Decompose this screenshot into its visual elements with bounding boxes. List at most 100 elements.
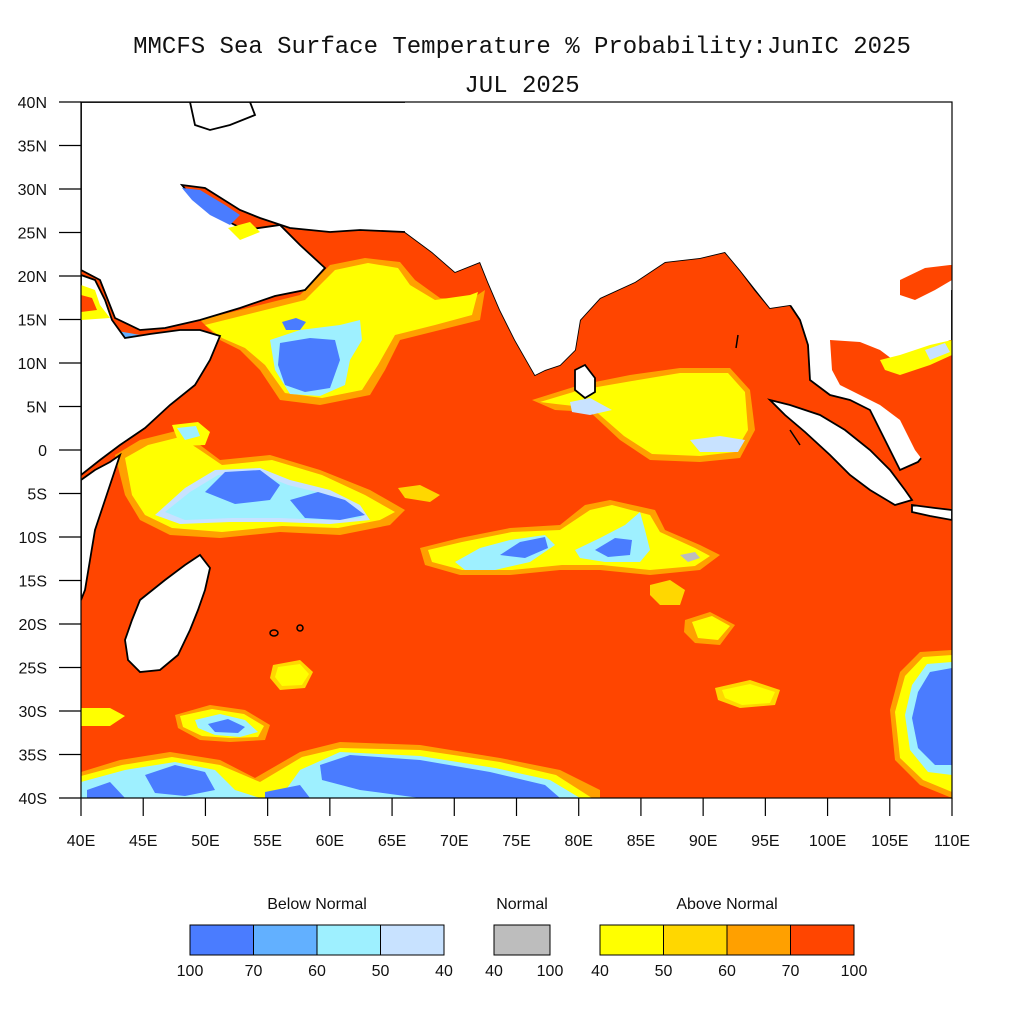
south-blue-band-deep-blue-1 — [145, 765, 215, 796]
latitude-axis: 40N 35N 30N 25N 20N 15N 10N 5N 0 5S 10S 15S 20S 25S 30… — [18, 95, 81, 808]
lon-tick-label: 110E — [934, 833, 970, 850]
south-central-yellow-blob-inner — [722, 684, 775, 705]
lat-tick-label: 15N — [18, 313, 47, 330]
lat-tick-label: 10N — [18, 356, 47, 373]
legend-below-normal-title: Below Normal — [267, 896, 367, 913]
legend-above-normal-swatch — [663, 924, 728, 956]
anomaly-contours — [81, 102, 952, 798]
legend-above-normal-tick-label: 50 — [655, 963, 673, 980]
lat-tick-label: 0 — [38, 443, 47, 460]
bay-of-bengal-light-blue — [690, 436, 745, 452]
lat-tick-label: 15S — [19, 574, 47, 591]
legend-below-normal-tick-label: 70 — [245, 963, 263, 980]
arabian-sea-deep-blue-region — [278, 338, 340, 392]
legend-normal-colorbar: 40 100 — [485, 924, 564, 980]
lat-tick-label: 5N — [27, 400, 47, 417]
lat-tick-label: 20N — [18, 269, 47, 286]
legend-below-normal-colorbar: 100 70 60 50 40 — [177, 924, 453, 980]
south-blue-band-deep-blue-2 — [320, 755, 560, 798]
lon-tick-label: 65E — [378, 833, 406, 850]
lat-tick-label: 30N — [18, 182, 47, 199]
lon-tick-label: 85E — [627, 833, 655, 850]
chart-subtitle-month: JUL 2025 — [464, 73, 580, 100]
land-arabia-patch — [81, 285, 110, 320]
legend-below-normal-swatch — [316, 924, 381, 956]
oman-gulf-yellow — [228, 222, 260, 240]
legend-above-normal-swatch — [790, 924, 855, 956]
lon-tick-label: 105E — [871, 833, 908, 850]
legend-below-normal-swatch — [380, 924, 445, 956]
small-yellow-patch-1 — [650, 580, 685, 605]
legend-above-normal-tick-label: 100 — [841, 963, 868, 980]
small-yellow-streak — [398, 485, 440, 502]
lat-tick-label: 10S — [19, 530, 47, 547]
south-small-blob-blue — [208, 719, 245, 733]
west-equatorial-deep-blue-2 — [290, 492, 365, 520]
central-south-deep-blue-2 — [595, 538, 632, 557]
land-indochina-orange — [900, 265, 952, 300]
west-equatorial-deep-blue-1 — [205, 470, 280, 504]
lon-tick-label: 45E — [129, 833, 157, 850]
central-south-grey — [680, 552, 700, 562]
arabian-sea-small-blue — [282, 318, 306, 330]
legend-above-normal-swatch — [599, 924, 664, 956]
lat-tick-label: 5S — [27, 487, 47, 504]
lat-tick-label: 20S — [19, 617, 47, 634]
lat-tick-label: 35N — [18, 139, 47, 156]
island-andaman — [735, 334, 801, 446]
land-iran-coast — [189, 102, 257, 131]
southwest-small-yellow-inner — [275, 664, 309, 686]
lon-tick-label: 55E — [253, 833, 281, 850]
lat-tick-label: 30S — [19, 704, 47, 721]
lat-tick-label: 35S — [19, 748, 47, 765]
legend-normal-swatch — [493, 924, 551, 956]
land-sumatra — [767, 398, 914, 506]
land-india-interior — [405, 102, 952, 375]
land-east-africa — [81, 452, 122, 601]
islands-mascarene — [269, 624, 304, 637]
lon-tick-label: 50E — [191, 833, 219, 850]
land-indochina-lightblue — [925, 343, 950, 360]
lon-tick-label: 80E — [564, 833, 592, 850]
land-madagascar — [124, 553, 211, 673]
land-java — [911, 503, 952, 521]
legend-below-normal-swatch — [189, 924, 254, 956]
legend-above-normal-title: Above Normal — [676, 896, 777, 913]
persian-gulf-blue — [182, 188, 240, 225]
bay-of-bengal-light-blue-small — [570, 398, 612, 415]
longitude-axis: 40E 45E 50E 55E 60E 65E 70E 75E 80E 85E 90E 95E 100E… — [67, 798, 970, 850]
central-south-cyan-2 — [575, 512, 650, 562]
legend-below-normal-tick-label: 40 — [435, 963, 453, 980]
legend-normal-tick-label: 40 — [485, 963, 503, 980]
lon-tick-label: 75E — [502, 833, 530, 850]
se-australia-deep-blue — [912, 668, 952, 765]
legend-below-normal-tick-label: 50 — [372, 963, 390, 980]
lon-tick-label: 60E — [316, 833, 344, 850]
legend-above-normal-tick-label: 60 — [718, 963, 736, 980]
legend-below-normal-tick-label: 60 — [308, 963, 326, 980]
small-yellow-patch-2-inner — [692, 616, 730, 640]
central-south-deep-blue-1 — [500, 537, 548, 558]
sw-corner-yellow — [81, 708, 125, 726]
lon-tick-label: 95E — [751, 833, 779, 850]
land-myanmar-orange — [830, 340, 952, 470]
legend-below-normal-swatch — [253, 924, 318, 956]
legend-above-normal-tick-label: 40 — [591, 963, 609, 980]
land-arabia-orange-patch — [81, 295, 97, 312]
land-sri-lanka — [574, 363, 596, 400]
legend-above-normal-swatch — [726, 924, 791, 956]
lat-tick-label: 40N — [18, 95, 47, 112]
legend-below-normal-tick-label: 100 — [177, 963, 204, 980]
legend-normal-title: Normal — [496, 896, 548, 913]
lat-tick-label: 25N — [18, 226, 47, 243]
lon-tick-label: 90E — [689, 833, 717, 850]
legend-above-normal-tick-label: 70 — [782, 963, 800, 980]
south-blue-band-deep-blue-3 — [87, 782, 310, 798]
legend-normal-tick-label: 100 — [537, 963, 564, 980]
lon-tick-label: 100E — [809, 833, 846, 850]
chart-title: MMCFS Sea Surface Temperature % Probabil… — [133, 34, 911, 61]
lon-tick-label: 40E — [67, 833, 95, 850]
lon-tick-label: 70E — [440, 833, 468, 850]
legend: Below Normal Normal Above Normal 100 70 60… — [177, 896, 868, 980]
